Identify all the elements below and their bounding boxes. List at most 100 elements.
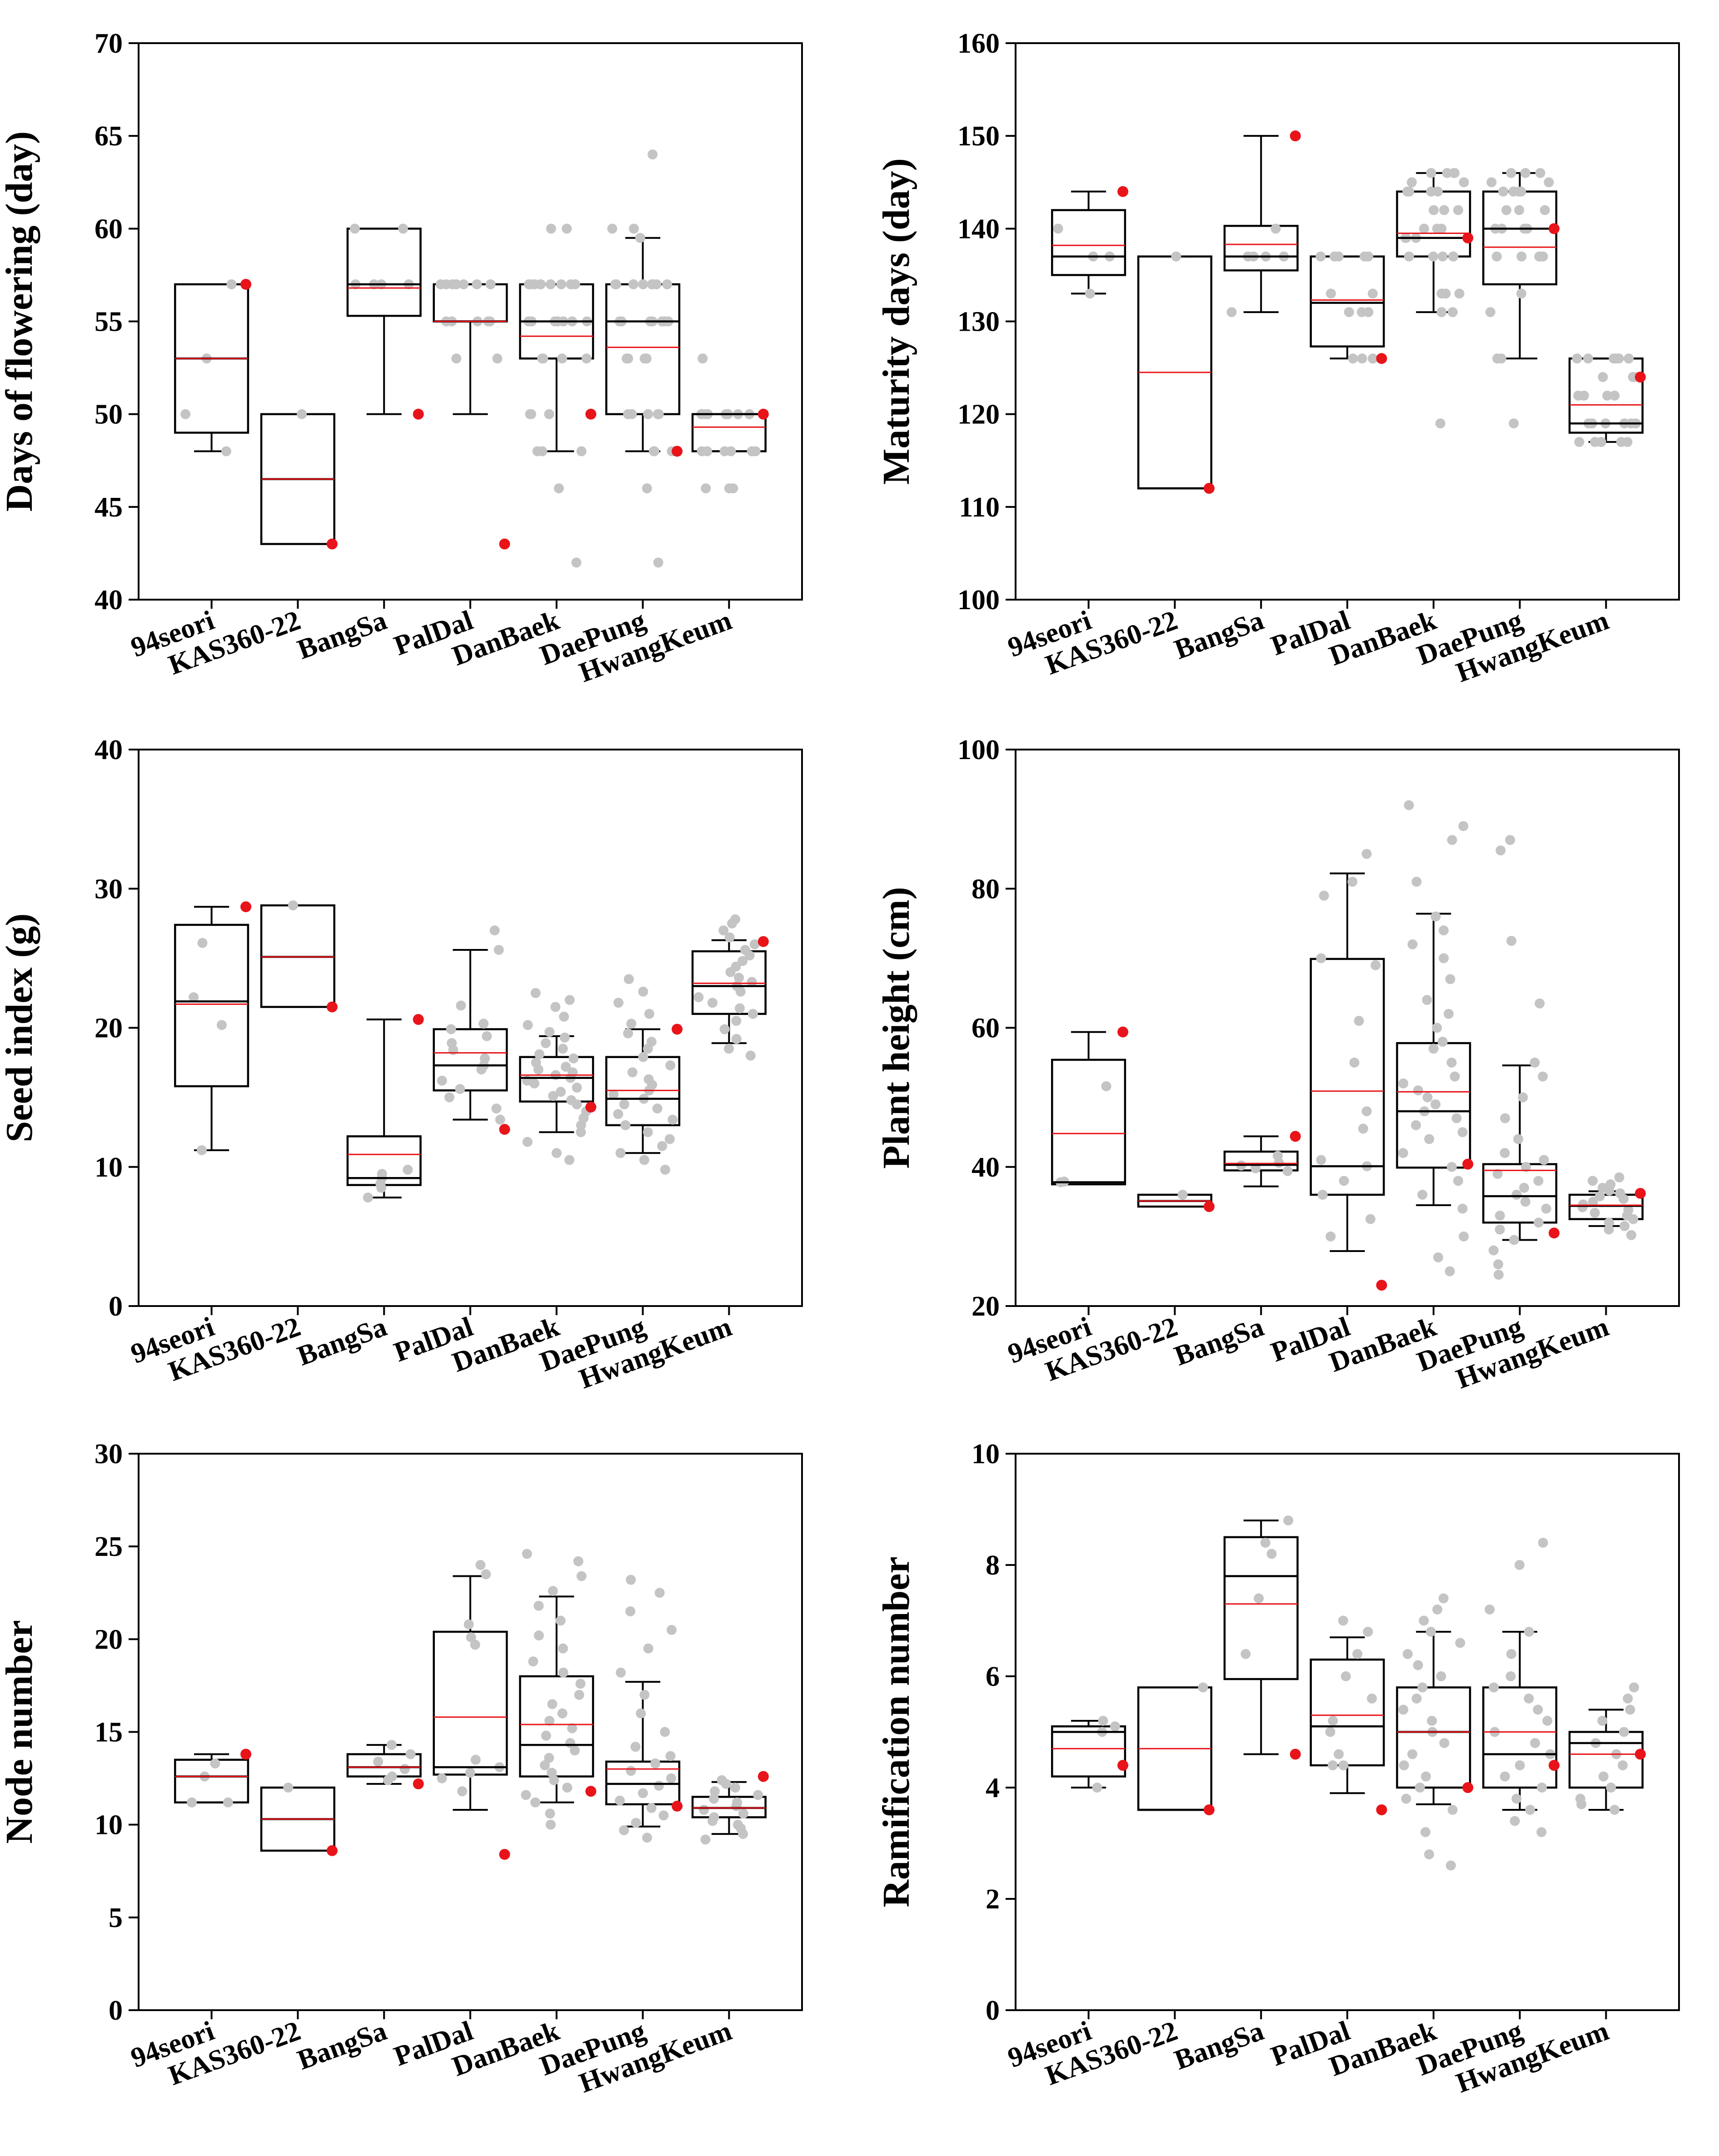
data-point bbox=[1520, 168, 1530, 178]
y-tick-label: 0 bbox=[109, 1291, 123, 1322]
data-point bbox=[548, 1091, 558, 1101]
highlight-point bbox=[1634, 372, 1646, 383]
data-point bbox=[349, 224, 360, 234]
y-tick-label: 55 bbox=[95, 307, 123, 338]
y-axis-title: Plant height (cm) bbox=[875, 887, 917, 1169]
data-point bbox=[1352, 1649, 1363, 1659]
data-point bbox=[731, 1016, 742, 1026]
data-point bbox=[630, 1742, 641, 1752]
chart-panel-maturity: 100 110 120 130 140 150 160 Maturity days (day)… bbox=[875, 28, 1680, 688]
data-point bbox=[1404, 251, 1414, 262]
y-tick-label: 25 bbox=[95, 1531, 123, 1562]
data-point bbox=[1509, 418, 1519, 429]
highlight-point bbox=[757, 408, 769, 420]
data-point bbox=[1420, 1771, 1431, 1782]
data-point bbox=[1445, 974, 1455, 984]
y-tick-label: 65 bbox=[95, 121, 123, 152]
data-point bbox=[646, 1037, 657, 1047]
data-point bbox=[654, 1780, 664, 1791]
data-point bbox=[1573, 390, 1584, 401]
data-point bbox=[1407, 939, 1418, 949]
box-iqr bbox=[1051, 1725, 1126, 1778]
data-point bbox=[466, 1632, 476, 1643]
box-daepung bbox=[605, 974, 683, 1175]
data-point bbox=[701, 483, 711, 493]
data-point bbox=[386, 1740, 397, 1750]
data-point bbox=[1491, 251, 1502, 262]
box-iqr bbox=[174, 1759, 249, 1803]
data-point bbox=[1619, 1221, 1630, 1231]
highlight-point bbox=[499, 538, 510, 550]
data-point bbox=[647, 279, 658, 289]
data-point bbox=[1629, 1682, 1639, 1693]
box-iqr bbox=[346, 1753, 422, 1778]
y-axis-title: Seed index (g) bbox=[0, 914, 40, 1143]
data-point bbox=[559, 1032, 570, 1043]
data-point bbox=[1358, 1123, 1368, 1134]
data-point bbox=[524, 279, 534, 289]
box-iqr bbox=[433, 1028, 508, 1092]
data-point bbox=[1615, 1188, 1625, 1198]
data-point bbox=[665, 1751, 676, 1761]
y-tick-label: 8 bbox=[986, 1550, 1000, 1581]
data-point bbox=[652, 1103, 663, 1114]
y-tick-label: 130 bbox=[957, 307, 1000, 338]
data-point bbox=[625, 1606, 636, 1617]
data-point bbox=[1538, 1071, 1548, 1082]
y-tick-label: 0 bbox=[109, 1995, 123, 2026]
box-hwangkeum bbox=[691, 1771, 769, 1845]
data-point bbox=[1092, 1783, 1102, 1793]
data-point bbox=[1325, 1231, 1336, 1242]
highlight-point bbox=[326, 1845, 338, 1856]
data-point bbox=[693, 992, 704, 1003]
y-tick-label: 2 bbox=[986, 1884, 1000, 1915]
data-point bbox=[719, 1024, 730, 1034]
data-point bbox=[1492, 1169, 1503, 1179]
data-point bbox=[707, 998, 717, 1008]
data-point bbox=[1339, 1176, 1349, 1186]
data-point bbox=[734, 973, 744, 983]
data-point bbox=[1413, 1085, 1423, 1096]
data-point bbox=[574, 1689, 584, 1700]
data-point bbox=[1446, 1058, 1457, 1068]
y-tick-label: 20 bbox=[95, 1624, 123, 1655]
box-iqr bbox=[1396, 1686, 1471, 1789]
y-axis-title: Days of flowering (day) bbox=[0, 131, 40, 512]
data-point bbox=[1338, 1615, 1348, 1626]
data-point bbox=[546, 224, 556, 234]
data-point bbox=[1406, 177, 1417, 188]
box-kas360-22 bbox=[260, 1783, 338, 1856]
plot-frame bbox=[138, 1453, 803, 2011]
data-point bbox=[1325, 1727, 1335, 1737]
data-point bbox=[1520, 1197, 1531, 1207]
data-point bbox=[623, 1028, 633, 1038]
y-tick-label: 140 bbox=[957, 214, 1000, 244]
highlight-point bbox=[672, 1023, 683, 1035]
data-point bbox=[1317, 1190, 1328, 1200]
data-point bbox=[1530, 1738, 1540, 1748]
box-paldal bbox=[433, 925, 510, 1135]
data-point bbox=[1524, 1627, 1534, 1637]
data-point bbox=[1506, 168, 1516, 178]
data-point bbox=[1446, 1162, 1457, 1172]
box-daepung bbox=[605, 149, 683, 568]
data-point bbox=[709, 1793, 719, 1804]
data-point bbox=[1533, 1704, 1543, 1715]
data-point bbox=[747, 1008, 758, 1019]
box-94seori bbox=[174, 901, 252, 1155]
data-point bbox=[1505, 1671, 1516, 1681]
data-point bbox=[377, 1169, 387, 1179]
data-point bbox=[1485, 1605, 1495, 1615]
y-tick-label: 30 bbox=[95, 874, 123, 904]
data-point bbox=[1177, 1190, 1188, 1200]
data-point bbox=[1437, 251, 1448, 262]
box-paldal bbox=[1310, 849, 1387, 1291]
data-point bbox=[615, 1795, 625, 1806]
data-point bbox=[1574, 437, 1584, 447]
data-point bbox=[1515, 1560, 1525, 1570]
data-point bbox=[635, 233, 645, 243]
box-94seori bbox=[1051, 1716, 1129, 1793]
data-point bbox=[1319, 890, 1329, 901]
data-point bbox=[738, 1808, 748, 1819]
